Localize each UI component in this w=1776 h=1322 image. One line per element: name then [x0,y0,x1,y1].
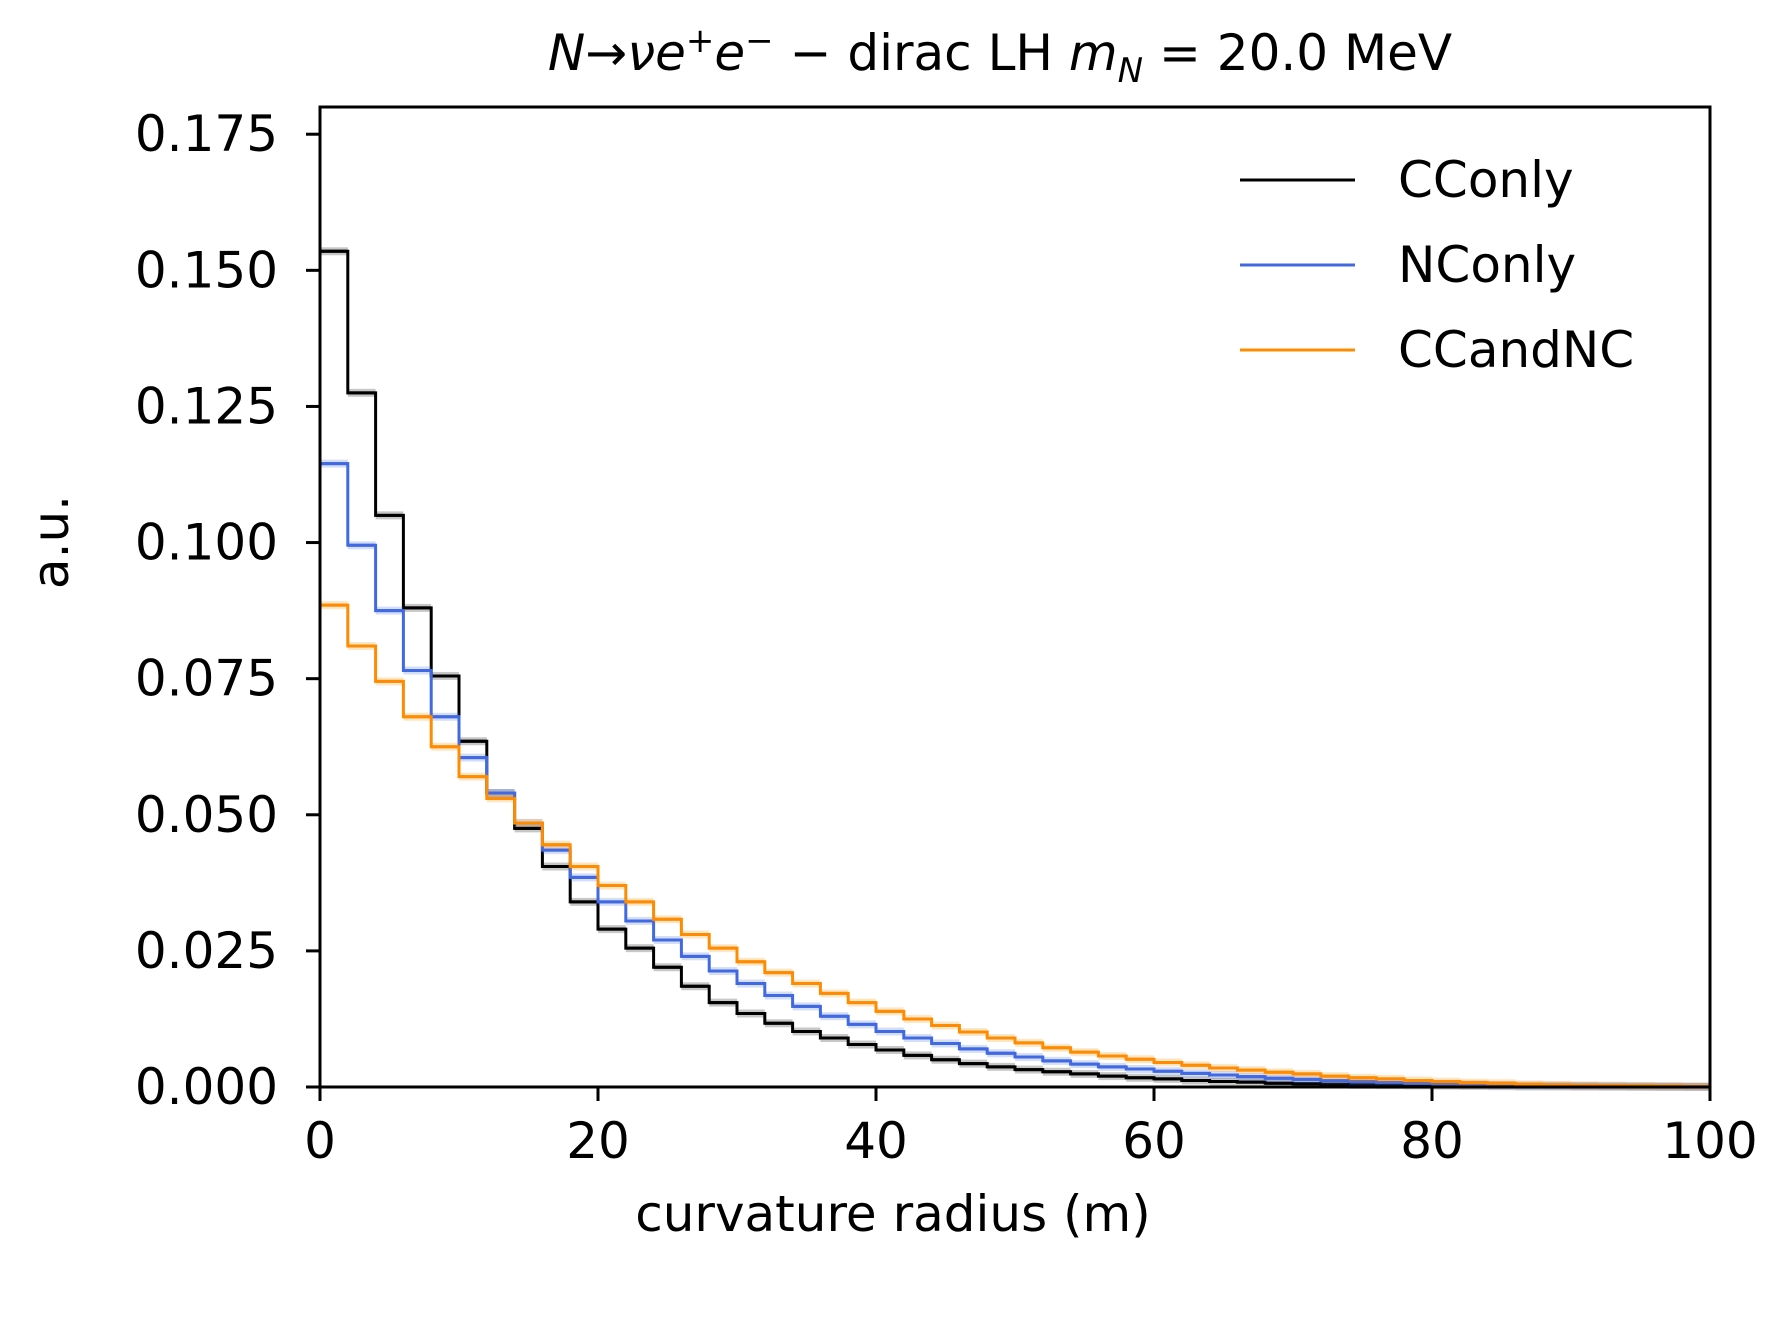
y-tick-label: 0.050 [135,786,278,844]
title-mass-value: = 20.0 MeV [1143,24,1452,82]
y-tick-label: 0.075 [135,650,278,708]
x-axis: 0 20 40 60 80 100 [304,1087,1758,1170]
x-tick-label: 40 [844,1112,908,1170]
series-ccandnc [320,601,1710,1091]
title-arrow: → [585,24,627,82]
series-line-ccandnc [320,603,1710,1088]
series-line-nconly [320,462,1710,1089]
x-tick-label: 20 [566,1112,630,1170]
plot-frame [318,105,1712,1089]
legend-label-nconly: NConly [1398,236,1576,294]
x-axis-label: curvature radius (m) [635,1185,1151,1243]
y-tick-label: 0.150 [135,241,278,299]
x-tick-label: 60 [1122,1112,1186,1170]
legend: CConly NConly CCandNC [1240,151,1634,379]
legend-label-cconly: CConly [1398,151,1574,209]
y-tick-label: 0.000 [135,1058,278,1116]
y-tick-label: 0.125 [135,377,278,435]
y-tick-label: 0.025 [135,922,278,980]
title-mass-symbol: m [1069,24,1118,82]
title-process-n: N [548,24,585,82]
y-axis-label: a.u. [22,495,80,589]
legend-label-ccandnc: CCandNC [1398,321,1634,379]
y-tick-label: 0.100 [135,514,278,572]
series-layer [320,247,1710,1091]
y-axis: 0.000 0.025 0.050 0.075 0.100 0.125 0.150 0.175 [135,105,320,1116]
svg-text:N→νe+e− − dirac LH mN = 20.0 M: N→νe+e− − dirac LH mN = 20.0 MeV [548,21,1452,91]
x-tick-label: 80 [1400,1112,1464,1170]
y-tick-label: 0.175 [135,105,278,163]
title-model-text: − dirac LH [774,24,1069,82]
series-nconly [320,459,1710,1091]
title-e-minus: e [714,24,745,82]
title-plus-sign: + [686,21,715,61]
title-minus-sign: − [745,21,774,61]
chart-title: N→νe+e− − dirac LH mN = 20.0 MeV [548,21,1452,91]
title-nu: ν [627,24,655,82]
title-e-plus: e [655,24,686,82]
x-tick-label: 0 [304,1112,336,1170]
x-tick-label: 100 [1662,1112,1757,1170]
title-mass-subscript: N [1118,51,1143,91]
